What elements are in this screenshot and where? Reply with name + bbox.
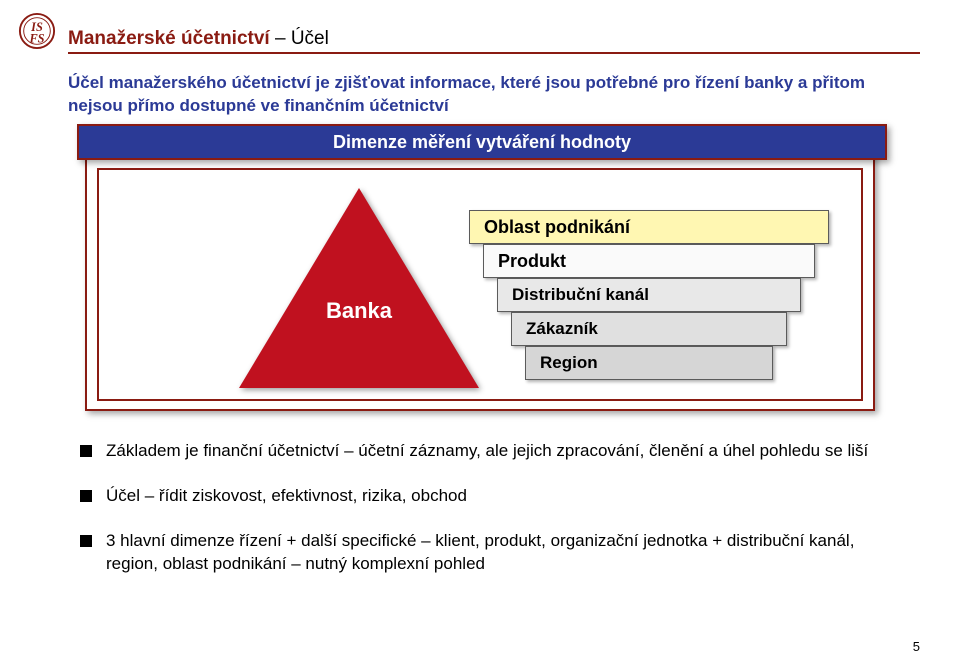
logo-icon: IS FS [18, 12, 56, 50]
bullet-text: Účel – řídit ziskovost, efektivnost, riz… [106, 486, 467, 505]
stack-label: Produkt [498, 251, 566, 272]
diagram-frame: Dimenze měření vytváření hodnoty Banka O… [85, 136, 875, 411]
title-divider [68, 52, 920, 54]
triangle-label: Banka [239, 298, 479, 324]
bullet-item: Základem je finanční účetnictví – účetní… [80, 440, 890, 463]
bullet-item: 3 hlavní dimenze řízení + další specific… [80, 530, 890, 576]
triangle-shape [239, 188, 479, 388]
dimension-stack: Oblast podnikání Produkt Distribuční kan… [469, 210, 829, 380]
bullet-text: Základem je finanční účetnictví – účetní… [106, 441, 868, 460]
bullet-item: Účel – řídit ziskovost, efektivnost, riz… [80, 485, 890, 508]
bullet-text: 3 hlavní dimenze řízení + další specific… [106, 531, 854, 573]
stack-label: Zákazník [526, 319, 598, 339]
logo: IS FS [18, 12, 56, 50]
slide-title-strong: Manažerské účetnictví [68, 28, 270, 49]
intro-text: Účel manažerského účetnictví je zjišťova… [68, 72, 900, 118]
stack-row-region: Region [525, 346, 773, 380]
bullet-list: Základem je finanční účetnictví – účetní… [80, 440, 890, 598]
slide-title: Manažerské účetnictví – Účel [68, 28, 920, 50]
triangle: Banka [239, 188, 479, 388]
stack-label: Distribuční kanál [512, 285, 649, 305]
slide: IS FS Manažerské účetnictví – Účel Účel … [0, 0, 960, 668]
stack-label: Region [540, 353, 598, 373]
stack-row-zakaznik: Zákazník [511, 312, 787, 346]
stack-row-distribucni: Distribuční kanál [497, 278, 801, 312]
stack-label: Oblast podnikání [484, 217, 630, 238]
diagram-inner: Banka Oblast podnikání Produkt Distribuč… [97, 168, 863, 401]
page-number: 5 [913, 639, 920, 654]
stack-row-oblast: Oblast podnikání [469, 210, 829, 244]
dimension-bar: Dimenze měření vytváření hodnoty [77, 124, 887, 160]
svg-text:FS: FS [28, 31, 44, 45]
slide-title-rest: – Účel [270, 28, 329, 49]
stack-row-produkt: Produkt [483, 244, 815, 278]
